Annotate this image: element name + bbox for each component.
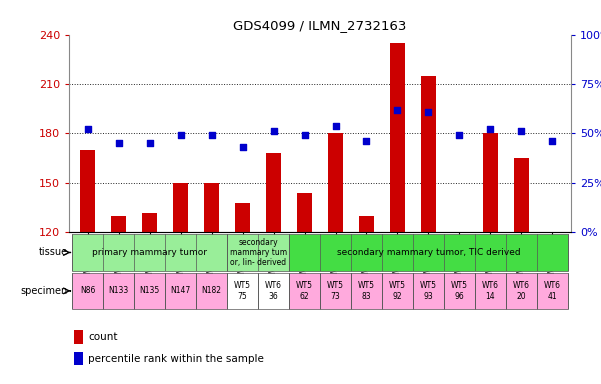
- Bar: [72, 273, 103, 309]
- Text: secondary mammary tumor, TIC derived: secondary mammary tumor, TIC derived: [337, 248, 520, 257]
- Text: WT5
93: WT5 93: [420, 281, 437, 301]
- Text: WT6
41: WT6 41: [544, 281, 561, 301]
- Bar: [506, 273, 537, 309]
- Bar: [297, 193, 313, 232]
- Text: N135: N135: [139, 286, 160, 295]
- Point: [424, 109, 433, 115]
- Point: [331, 122, 340, 129]
- Bar: [227, 234, 289, 271]
- Bar: [483, 134, 498, 232]
- Point: [548, 138, 557, 144]
- Point: [207, 132, 216, 139]
- Bar: [389, 43, 405, 232]
- Point: [114, 140, 123, 146]
- Point: [269, 128, 278, 134]
- Bar: [475, 273, 506, 309]
- Text: N133: N133: [109, 286, 129, 295]
- Text: tissue: tissue: [38, 247, 67, 258]
- Bar: [258, 273, 289, 309]
- Bar: [266, 153, 281, 232]
- Bar: [74, 351, 83, 366]
- Point: [454, 132, 464, 139]
- Text: N182: N182: [201, 286, 222, 295]
- Text: N147: N147: [171, 286, 191, 295]
- Title: GDS4099 / ILMN_2732163: GDS4099 / ILMN_2732163: [233, 19, 407, 32]
- Point: [145, 140, 154, 146]
- Bar: [111, 216, 126, 232]
- Bar: [134, 273, 165, 309]
- Bar: [351, 273, 382, 309]
- Text: primary mammary tumor: primary mammary tumor: [92, 248, 207, 257]
- Text: specimen: specimen: [20, 286, 67, 296]
- Text: secondary
mammary tum
or, lin- derived: secondary mammary tum or, lin- derived: [230, 238, 287, 267]
- Text: count: count: [88, 331, 118, 341]
- Bar: [196, 273, 227, 309]
- Bar: [103, 273, 134, 309]
- Text: WT5
83: WT5 83: [358, 281, 375, 301]
- Bar: [444, 273, 475, 309]
- Bar: [74, 329, 83, 344]
- Text: WT5
96: WT5 96: [451, 281, 468, 301]
- Bar: [173, 183, 188, 232]
- Bar: [413, 273, 444, 309]
- Point: [486, 126, 495, 132]
- Bar: [320, 273, 351, 309]
- Bar: [421, 76, 436, 232]
- Bar: [537, 273, 568, 309]
- Point: [176, 132, 186, 139]
- Bar: [227, 273, 258, 309]
- Text: WT6
36: WT6 36: [265, 281, 282, 301]
- Bar: [382, 273, 413, 309]
- Text: WT5
75: WT5 75: [234, 281, 251, 301]
- Bar: [514, 158, 529, 232]
- Bar: [72, 234, 227, 271]
- Text: percentile rank within the sample: percentile rank within the sample: [88, 354, 264, 364]
- Text: WT6
20: WT6 20: [513, 281, 530, 301]
- Text: WT5
62: WT5 62: [296, 281, 313, 301]
- Bar: [289, 234, 568, 271]
- Bar: [80, 150, 96, 232]
- Bar: [289, 273, 320, 309]
- Bar: [142, 213, 157, 232]
- Text: WT5
73: WT5 73: [327, 281, 344, 301]
- Text: WT6
14: WT6 14: [482, 281, 499, 301]
- Bar: [204, 183, 219, 232]
- Point: [300, 132, 310, 139]
- Text: N86: N86: [80, 286, 96, 295]
- Point: [238, 144, 248, 151]
- Point: [83, 126, 93, 132]
- Point: [362, 138, 371, 144]
- Bar: [235, 203, 251, 232]
- Bar: [359, 216, 374, 232]
- Text: WT5
92: WT5 92: [389, 281, 406, 301]
- Point: [517, 128, 526, 134]
- Bar: [165, 273, 196, 309]
- Point: [392, 107, 402, 113]
- Bar: [328, 134, 343, 232]
